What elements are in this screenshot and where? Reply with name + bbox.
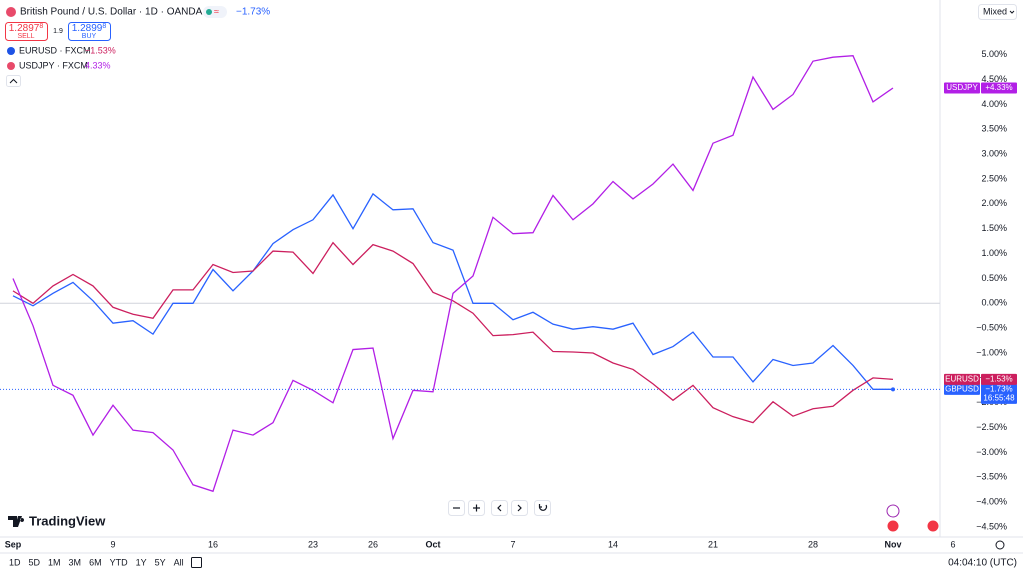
y-tick-label: −2.50% bbox=[976, 422, 1007, 432]
y-tick-label: 4.50% bbox=[981, 74, 1007, 84]
sell-label: SELL bbox=[17, 33, 34, 40]
last-point bbox=[891, 387, 895, 392]
compare-change: 4.33% bbox=[85, 60, 111, 70]
symbol-change: −1.73% bbox=[236, 7, 270, 18]
x-tick-label: 28 bbox=[808, 539, 818, 549]
event-icon[interactable] bbox=[886, 504, 900, 518]
range-button[interactable]: 1D bbox=[9, 557, 21, 567]
range-bar: 1D 5D 1M 3M 6M YTD 1Y 5Y All bbox=[9, 557, 184, 567]
x-tick-label: 26 bbox=[368, 539, 378, 549]
y-tick-label: −3.00% bbox=[976, 447, 1007, 457]
symbol-title: British Pound / U.S. Dollar · 1D · OANDA bbox=[20, 7, 203, 18]
reset-icon bbox=[538, 504, 548, 511]
market-open-dot bbox=[206, 9, 212, 15]
x-tick-label: 14 bbox=[608, 539, 618, 549]
y-tick-label: 1.50% bbox=[981, 223, 1007, 233]
y-tick-label: 3.50% bbox=[981, 124, 1007, 134]
y-tick-label: −0.50% bbox=[976, 323, 1007, 333]
right-icon bbox=[517, 504, 522, 512]
badge-value-bg bbox=[981, 373, 1017, 385]
y-tick-label: 2.50% bbox=[981, 173, 1007, 183]
clock: 04:04:10 (UTC) bbox=[948, 558, 1017, 569]
y-tick-label: 0.50% bbox=[981, 273, 1007, 283]
y-tick-label: 5.00% bbox=[981, 49, 1007, 59]
badge-countdown: 16:55:48 bbox=[983, 393, 1015, 402]
badge-name-bg bbox=[944, 373, 980, 385]
range-button[interactable]: 3M bbox=[69, 557, 82, 567]
x-tick-label: Oct bbox=[425, 539, 440, 549]
range-button[interactable]: 6M bbox=[89, 557, 102, 567]
x-tick-label: 9 bbox=[110, 539, 115, 549]
badge-value: −1.73% bbox=[985, 384, 1012, 393]
calendar-icon[interactable] bbox=[191, 557, 202, 568]
x-tick-label: 6 bbox=[950, 539, 955, 549]
badge-value-bg bbox=[981, 383, 1017, 404]
delay-icon: ≈ bbox=[214, 6, 219, 16]
y-tick-label: −3.50% bbox=[976, 472, 1007, 482]
y-tick-label: 2.00% bbox=[981, 198, 1007, 208]
y-tick-label: −1.00% bbox=[976, 347, 1007, 357]
y-tick-label: 0.00% bbox=[981, 298, 1007, 308]
left-icon bbox=[497, 504, 502, 512]
y-tick-label: 3.00% bbox=[981, 149, 1007, 159]
settings-icon[interactable] bbox=[995, 540, 1005, 550]
buy-button[interactable] bbox=[68, 22, 111, 41]
logo-text: TradingView bbox=[29, 513, 106, 528]
badge-name-bg bbox=[944, 82, 980, 94]
buy-label: BUY bbox=[82, 33, 97, 40]
badge-value: +4.33% bbox=[985, 83, 1012, 92]
range-button[interactable]: All bbox=[174, 557, 184, 567]
logo-icon bbox=[8, 516, 25, 527]
plus-icon bbox=[473, 504, 480, 512]
economic-event-icon[interactable] bbox=[927, 520, 939, 532]
chevron-icon bbox=[9, 78, 18, 84]
y-tick-label: 1.00% bbox=[981, 248, 1007, 258]
sell-button[interactable] bbox=[5, 22, 48, 41]
plot bbox=[0, 55, 940, 493]
scroll-right-button[interactable] bbox=[511, 500, 528, 516]
series-line bbox=[12, 192, 893, 390]
symbol-icon bbox=[6, 7, 16, 17]
dropdown-icon bbox=[1009, 10, 1015, 14]
series-line bbox=[12, 241, 894, 424]
x-tick-label: 16 bbox=[208, 539, 218, 549]
range-button[interactable]: 1M bbox=[48, 557, 61, 567]
compare-icon bbox=[7, 62, 15, 70]
badge-name: GBPUSD bbox=[945, 384, 979, 393]
badge-value: −1.53% bbox=[985, 374, 1012, 383]
x-tick-label: 7 bbox=[510, 539, 515, 549]
x-tick-label: Nov bbox=[884, 539, 901, 549]
buy-price: 1.28998 bbox=[72, 23, 107, 34]
scale-mode-button[interactable] bbox=[978, 4, 1017, 20]
x-tick-label: 23 bbox=[308, 539, 318, 549]
range-button[interactable]: 1Y bbox=[136, 557, 147, 567]
spread: 1.9 bbox=[53, 28, 63, 35]
collapse-legend[interactable] bbox=[6, 75, 21, 87]
series-line bbox=[12, 55, 894, 493]
y-tick-label: 4.00% bbox=[981, 99, 1007, 109]
reset-button[interactable] bbox=[534, 500, 551, 516]
range-button[interactable]: 5D bbox=[29, 557, 41, 567]
compare-change: −1.53% bbox=[85, 45, 116, 55]
badge-name: USDJPY bbox=[946, 83, 978, 92]
scroll-left-button[interactable] bbox=[491, 500, 508, 516]
badge-name-bg bbox=[944, 383, 980, 395]
x-tick-label: 21 bbox=[708, 539, 718, 549]
y-tick-label: −4.50% bbox=[976, 521, 1007, 531]
sell-price: 1.28978 bbox=[9, 23, 44, 34]
range-button[interactable]: 5Y bbox=[155, 557, 166, 567]
y-tick-label: −4.00% bbox=[976, 497, 1007, 507]
compare-symbol[interactable]: USDJPY · FXCM bbox=[19, 60, 88, 70]
x-tick-label: Sep bbox=[5, 539, 22, 549]
badge-name: EURUSD bbox=[945, 374, 979, 383]
compare-icon bbox=[7, 47, 15, 55]
range-button[interactable]: YTD bbox=[110, 557, 129, 567]
compare-symbol[interactable]: EURUSD · FXCM bbox=[19, 45, 91, 55]
economic-event-icon[interactable] bbox=[887, 520, 899, 532]
scale-mode: Mixed bbox=[983, 6, 1007, 16]
badge-value-bg bbox=[981, 82, 1017, 94]
